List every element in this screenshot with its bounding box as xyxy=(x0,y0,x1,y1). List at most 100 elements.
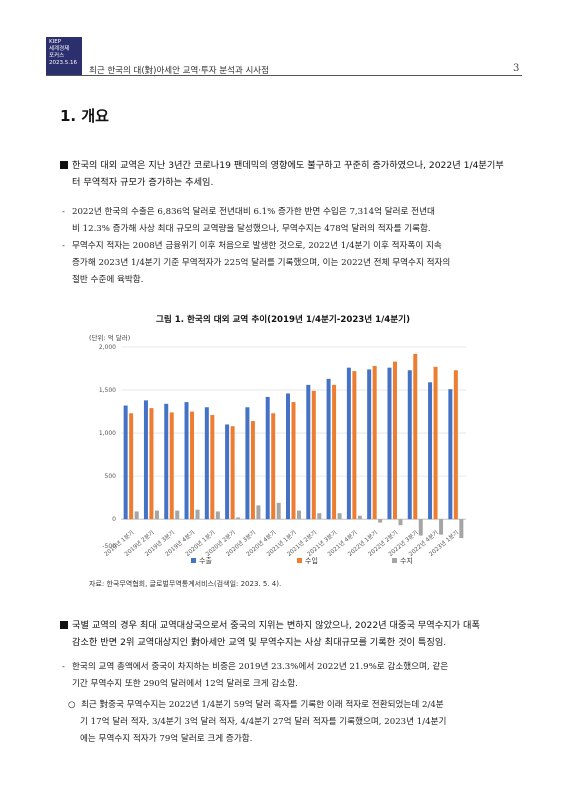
bar-수지 xyxy=(215,511,220,520)
bar-수입 xyxy=(169,412,174,520)
bar-수입 xyxy=(392,361,397,520)
bar-수입 xyxy=(210,415,215,520)
bar-수입 xyxy=(291,402,296,520)
detail-point-1-line1: 2022년 한국의 수출은 6,836억 달러로 전년대비 6.1% 증가한 반… xyxy=(72,207,435,217)
bar-수출 xyxy=(407,370,412,520)
bar-수출 xyxy=(143,400,148,520)
bar-수입 xyxy=(149,408,154,520)
bar-수출 xyxy=(184,402,189,520)
y-tick-label: 500 xyxy=(105,473,117,480)
bar-수입 xyxy=(332,384,337,520)
bar-수지 xyxy=(357,515,362,520)
bar-수입 xyxy=(352,371,357,520)
bar-수지 xyxy=(378,519,383,523)
bar-수출 xyxy=(306,384,311,520)
bar-수입 xyxy=(250,421,255,520)
detail-point-3-line1: 한국의 교역 총액에서 중국이 차지하는 비중은 2019년 23.3%에서 2… xyxy=(72,662,449,672)
bar-수지 xyxy=(297,510,301,520)
legend-swatch-수입 xyxy=(297,558,302,563)
bar-수출 xyxy=(164,403,169,520)
bar-수출 xyxy=(225,424,230,520)
bar-수지 xyxy=(459,519,464,539)
bar-수입 xyxy=(453,370,458,520)
detail-point-2-line3: 절반 수준에 육박함. xyxy=(72,275,144,285)
bar-수출 xyxy=(346,367,351,520)
header-divider xyxy=(46,75,522,76)
dash-marker: - xyxy=(62,207,65,217)
bar-수지 xyxy=(418,519,423,536)
bar-수지 xyxy=(195,509,200,520)
detail-point-3-line2: 기간 무역수지 또한 290억 달러에서 12억 달러로 크게 감소함. xyxy=(72,679,298,689)
bar-수지 xyxy=(134,511,139,520)
bar-수지 xyxy=(398,519,403,526)
key-point-2-line1: 국별 교역의 경우 최대 교역대상국으로서 중국의 지위는 변하지 않았으나, … xyxy=(72,620,480,631)
detail-point-1-line2: 비 12.3% 증가해 사상 최대 규모의 교역량을 달성했으나, 무역수지는 … xyxy=(72,224,431,234)
figure-source: 자료: 한국무역협회, 글로벌무역통계서비스(검색일: 2023. 5. 4). xyxy=(89,580,282,588)
bar-수지 xyxy=(337,513,342,520)
running-header-title: 최근 한국의 대(對)아세안 교역·투자 분석과 시사점 xyxy=(89,66,269,76)
bar-수지 xyxy=(317,513,322,520)
key-point-1-line2: 터 무역적자 규모가 증가하는 추세임. xyxy=(72,177,214,188)
legend-label-수출: 수출 xyxy=(199,556,212,565)
bar-수입 xyxy=(311,390,316,520)
bar-수출 xyxy=(245,407,250,520)
figure-title: 그림 1. 한국의 대외 교역 추이(2019년 1/4분기-2023년 1/4… xyxy=(155,315,411,325)
sub-point-1-line2: 기 17억 달러 적자, 3/4분기 3억 달러 적자, 4/4분기 27억 달… xyxy=(80,717,447,727)
publisher-badge: KIEP 세계경제 포커스 2023.5.16 xyxy=(46,37,82,75)
dash-marker: - xyxy=(62,241,65,251)
publisher-name: KIEP xyxy=(49,39,62,45)
bar-수출 xyxy=(286,393,290,520)
bar-수지 xyxy=(439,519,444,535)
square-bullet-icon xyxy=(60,161,68,169)
bar-수입 xyxy=(190,411,195,520)
bar-수출 xyxy=(387,367,392,520)
legend-label-수입: 수입 xyxy=(305,557,318,565)
detail-point-1: -2022년 한국의 수출은 6,836억 달러로 전년대비 6.1% 증가한 … xyxy=(62,204,510,238)
bar-수입 xyxy=(271,413,276,520)
y-tick-label: 1,000 xyxy=(99,430,116,437)
page-number: 3 xyxy=(513,63,520,74)
detail-point-2: - 무역수지 적자는 2008년 금융위기 이후 처음으로 발생한 것으로, 20… xyxy=(62,238,510,289)
key-point-1: 한국의 대외 교역은 지난 3년간 코로나19 팬데믹의 영향에도 불구하고 꾸… xyxy=(60,157,510,191)
y-tick-label: 1,500 xyxy=(99,387,116,394)
bar-수출 xyxy=(204,407,209,520)
bar-수출 xyxy=(428,382,433,520)
section-title: 1. 개요 xyxy=(60,107,109,125)
legend-swatch-수지 xyxy=(392,558,397,563)
publication-series: 세계경제 xyxy=(49,46,70,52)
legend-swatch-수출 xyxy=(191,558,196,563)
legend-label-수지: 수지 xyxy=(400,556,413,565)
key-point-1-line1: 한국의 대외 교역은 지난 3년간 코로나19 팬데믹의 영향에도 불구하고 꾸… xyxy=(72,160,504,171)
bar-수지 xyxy=(256,505,261,520)
y-tick-label: 2,000 xyxy=(99,344,116,351)
bar-수출 xyxy=(448,389,453,520)
bar-수입 xyxy=(372,365,377,520)
publication-date: 2023.5.16 xyxy=(49,60,77,66)
bar-수출 xyxy=(265,396,270,520)
circle-bullet-icon: ○ xyxy=(68,700,81,710)
bar-수입 xyxy=(413,353,418,520)
dash-marker: - xyxy=(62,662,65,672)
publication-subseries: 포커스 xyxy=(49,53,65,59)
sub-point-1-line1: 최근 對중국 무역수지는 2022년 1/4분기 59억 달러 흑자를 기록한 … xyxy=(80,700,444,710)
key-point-2-line2: 감소한 반면 2위 교역대상지인 對아세안 교역 및 무역수지는 사상 최대규모… xyxy=(72,637,447,648)
detail-point-2-line2: 증가해 2023년 1/4분기 기준 무역적자가 225억 달러를 기록했으며,… xyxy=(72,258,451,268)
key-point-2: 국별 교역의 경우 최대 교역대상국으로서 중국의 지위는 변하지 않았으나, … xyxy=(60,617,510,651)
bar-수입 xyxy=(433,366,438,520)
y-tick-label: 0 xyxy=(112,516,116,523)
bar-수입 xyxy=(129,413,134,520)
detail-point-2-line1: 무역수지 적자는 2008년 금융위기 이후 처음으로 발생한 것으로, 202… xyxy=(72,241,442,251)
bar-수출 xyxy=(367,369,372,520)
bar-수지 xyxy=(154,510,159,520)
bar-수출 xyxy=(326,378,331,520)
square-bullet-icon xyxy=(60,621,68,629)
detail-point-3: - 한국의 교역 총액에서 중국이 차지하는 비중은 2019년 23.3%에서 … xyxy=(62,659,510,693)
bar-수출 xyxy=(123,405,128,520)
bar-수지 xyxy=(276,502,281,520)
chart-unit-label: (단위: 억 달러) xyxy=(89,334,131,342)
bar-수지 xyxy=(236,517,241,520)
bar-수지 xyxy=(175,510,180,520)
bar-수입 xyxy=(230,426,235,520)
y-tick-label: -500 xyxy=(102,543,116,550)
